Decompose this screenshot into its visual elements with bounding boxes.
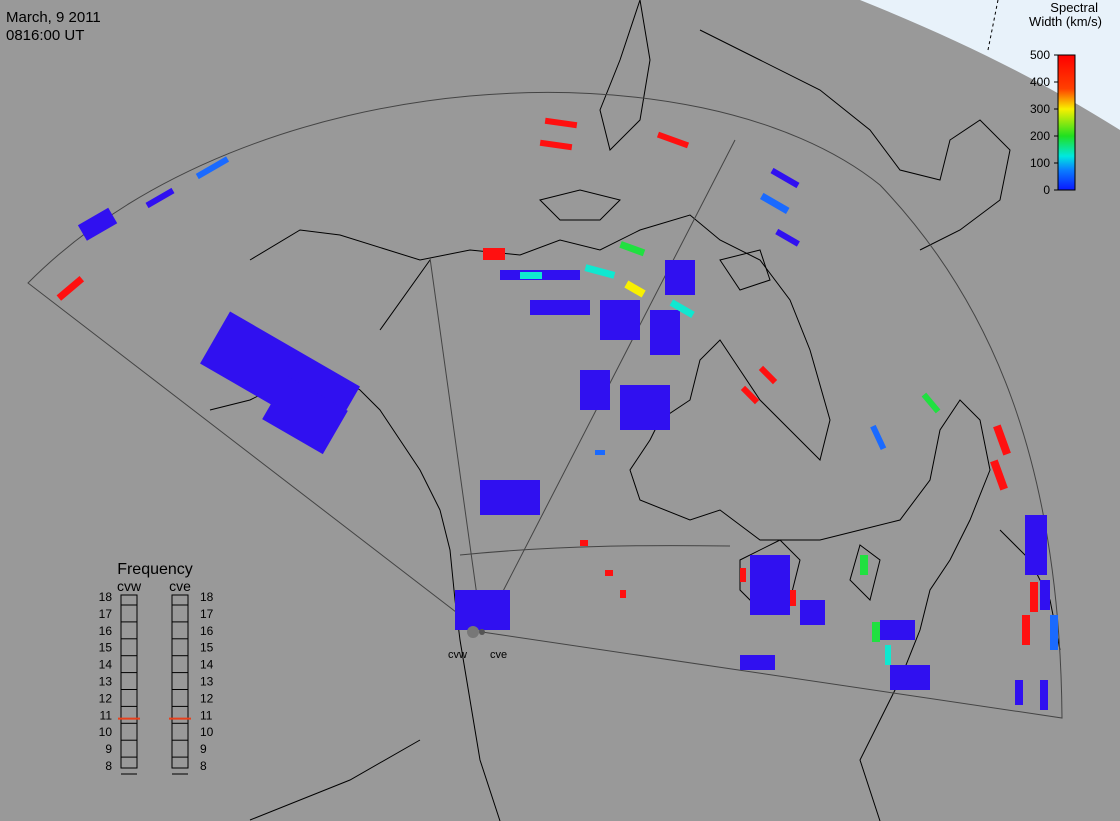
colorbar-tick-label: 500 — [1030, 48, 1050, 62]
frequency-box — [171, 594, 189, 769]
colorbar-tick-label: 400 — [1030, 75, 1050, 89]
radar-name: cvw — [117, 578, 142, 594]
daylight-region — [860, 0, 1120, 130]
frequency-tick-label: 17 — [200, 607, 214, 621]
frequency-tick-label: 14 — [99, 658, 113, 672]
frequency-tick-label: 9 — [105, 742, 112, 756]
frequency-tick-label: 8 — [200, 759, 207, 773]
frequency-tick-label: 11 — [100, 708, 113, 722]
colorbar-tick-label: 200 — [1030, 129, 1050, 143]
frequency-tick-label: 13 — [99, 675, 113, 689]
radar-sites — [467, 626, 485, 638]
terminator — [987, 0, 999, 51]
time: 0816:00 UT — [6, 27, 84, 44]
frequency-tick-label: 12 — [200, 691, 214, 705]
frequency-panel: cvw 8 9 10 11 12 13 14 15 16 17 18 cve 8 9 10 11 12 13 14 15… — [99, 578, 214, 775]
date: March, 9 2011 — [6, 9, 101, 26]
colorbar-ticks: 0 100 200 300 400 500 — [1030, 48, 1058, 197]
frequency-tick-label: 10 — [99, 725, 113, 739]
frequency-tick-label: 13 — [200, 675, 214, 689]
radar-name: cve — [169, 578, 191, 594]
frequency-box — [120, 594, 138, 769]
colorbar-tick-label: 300 — [1030, 102, 1050, 116]
frequency-tick-label: 15 — [99, 641, 113, 655]
colorbar-tick-label: 100 — [1030, 156, 1050, 170]
colorbar-title: Spectral — [1050, 0, 1098, 15]
frequency-tick-label: 18 — [200, 590, 214, 604]
frequency-tick-label: 15 — [200, 641, 214, 655]
frequency-tick-label: 16 — [99, 624, 113, 638]
frequency-tick-label: 18 — [99, 590, 113, 604]
echoes — [56, 117, 1058, 710]
frequency-tick-label: 9 — [200, 742, 207, 756]
frequency-tick-label: 10 — [200, 725, 214, 739]
station-label: cvw — [448, 649, 467, 661]
frequency-tick-label: 11 — [200, 708, 213, 722]
frequency-tick-label: 12 — [99, 691, 113, 705]
colorbar — [1057, 54, 1076, 191]
frequency-tick-label: 8 — [105, 759, 112, 773]
colorbar-tick-label: 0 — [1043, 183, 1050, 197]
frequency-tick-label: 17 — [99, 607, 113, 621]
colorbar-title: Width (km/s) — [1029, 14, 1102, 29]
station-label: cve — [490, 649, 507, 661]
frequency-title: Frequency — [117, 561, 193, 578]
frequency-tick-label: 14 — [200, 658, 214, 672]
frequency-tick-label: 16 — [200, 624, 214, 638]
